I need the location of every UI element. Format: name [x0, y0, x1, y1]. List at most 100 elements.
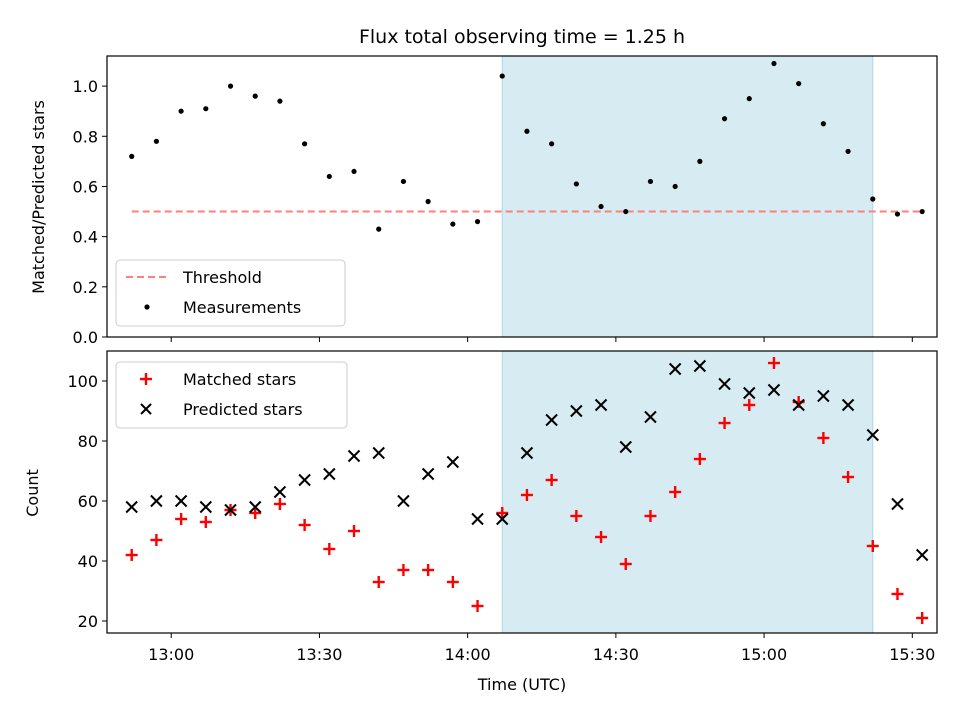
measurement-point [326, 173, 332, 180]
top-ytick-label: 0.8 [73, 127, 98, 146]
bottom-xtick-label: 14:30 [593, 645, 639, 664]
legend-predicted-label: Predicted stars [183, 400, 303, 419]
measurement-point [227, 83, 234, 89]
top-legend-box [115, 259, 346, 327]
top-axes-frame [106, 55, 938, 338]
legend-measurements-swatch [144, 304, 150, 310]
bottom-panel: 20 40 60 80 100 13:00 13:30 14:00 14:30 15:00 15:… [23, 350, 938, 694]
top-y-axis-label: Matched/Predicted stars [29, 100, 48, 294]
matched-star-point [669, 486, 682, 498]
matched-star-point [422, 564, 435, 576]
legend-matched-swatch [140, 373, 152, 385]
top-ytick-label: 0.2 [73, 278, 98, 297]
predicted-star-point [743, 386, 756, 400]
top-y-ticks: 0.0 0.2 0.4 0.6 0.8 1.0 [73, 77, 107, 347]
measurement-point [425, 198, 431, 205]
measurement-point [672, 183, 678, 190]
predicted-star-point [323, 467, 336, 481]
predicted-star-point [273, 485, 287, 499]
measurement-point [919, 208, 925, 215]
predicted-star-point [471, 512, 484, 526]
measurement-point [153, 138, 160, 144]
predicted-star-point [397, 494, 410, 508]
predicted-star-point [298, 473, 311, 487]
predicted-star-point [150, 494, 163, 508]
predicted-star-point [866, 428, 879, 442]
legend-matched-label: Matched stars [183, 370, 296, 389]
measurement-point [796, 80, 802, 87]
predicted-star-point [347, 449, 361, 463]
measurement-point [820, 121, 826, 127]
matched-star-point [693, 453, 706, 465]
matched-star-point [619, 558, 632, 570]
bottom-xtick-label: 13:30 [296, 645, 342, 664]
matched-star-point [520, 489, 533, 501]
measurement-point [647, 178, 654, 185]
measurement-point [178, 108, 184, 114]
predicted-star-point [767, 383, 781, 397]
matched-star-point [496, 507, 509, 519]
bottom-y-ticks: 20 40 60 80 100 [67, 372, 107, 631]
predicted-star-point [520, 446, 534, 460]
bottom-xtick-label: 14:00 [445, 645, 491, 664]
x-axis-label: Time (UTC) [477, 675, 566, 694]
measurement-point [277, 98, 283, 104]
matched-star-point [372, 576, 385, 588]
measurement-point [598, 203, 604, 210]
predicted-star-point [421, 467, 435, 481]
matched-star-point [570, 510, 583, 522]
bottom-xtick-label: 15:30 [889, 645, 935, 664]
bottom-legend-box [115, 361, 348, 429]
predicted-star-point [841, 398, 855, 412]
bottom-shaded-span [501, 350, 874, 634]
matched-star-point [842, 471, 855, 483]
measurement-point [870, 196, 876, 202]
matched-star-point [323, 543, 336, 555]
bottom-y-axis-label: Count [23, 469, 42, 517]
measurement-point [400, 178, 407, 185]
top-panel: Flux total observing time = 1.25 h 0.0 0.… [29, 26, 938, 347]
matched-star-point [595, 531, 608, 543]
legend-measurements-label: Measurements [183, 298, 301, 317]
top-ytick-label: 0.0 [73, 328, 98, 347]
matched-star-point [644, 510, 657, 522]
measurement-point [697, 158, 703, 164]
predicted-star-point [644, 410, 657, 424]
bottom-ytick-label: 20 [78, 612, 98, 631]
bottom-shaded-span-layer [501, 350, 874, 634]
bottom-axes-frame [106, 350, 938, 634]
measurement-point [450, 221, 456, 227]
matched-star-point [545, 474, 558, 486]
bottom-matched-layer [125, 357, 929, 624]
measurement-point [302, 141, 308, 147]
bottom-legend: Matched stars Predicted stars [115, 361, 348, 429]
matched-star-point [397, 564, 410, 576]
top-ytick-label: 1.0 [73, 77, 98, 96]
predicted-star-point [619, 440, 632, 454]
measurement-point [845, 148, 851, 154]
matched-star-point [199, 516, 212, 528]
matched-star-point [175, 513, 188, 525]
chart-title: Flux total observing time = 1.25 h [359, 26, 685, 48]
measurement-point [252, 93, 258, 99]
top-ytick-label: 0.4 [73, 228, 98, 247]
legend-threshold-label: Threshold [182, 268, 262, 287]
top-shaded-span-layer [501, 55, 874, 338]
predicted-star-point [224, 503, 237, 517]
measurement-point [474, 218, 481, 225]
measurement-point [203, 106, 209, 112]
matched-star-point [150, 534, 163, 546]
matched-star-point [767, 357, 780, 369]
bottom-xtick-label: 13:00 [148, 645, 194, 664]
predicted-star-point [817, 389, 830, 403]
measurement-point [746, 96, 752, 102]
matched-star-point [348, 525, 361, 537]
measurement-point [623, 208, 629, 215]
predicted-star-point [372, 446, 385, 460]
predicted-star-point [496, 512, 509, 526]
bottom-ytick-label: 60 [78, 492, 98, 511]
predicted-star-point [199, 500, 213, 514]
predicted-star-point [668, 362, 682, 376]
predicted-star-point [570, 404, 583, 418]
